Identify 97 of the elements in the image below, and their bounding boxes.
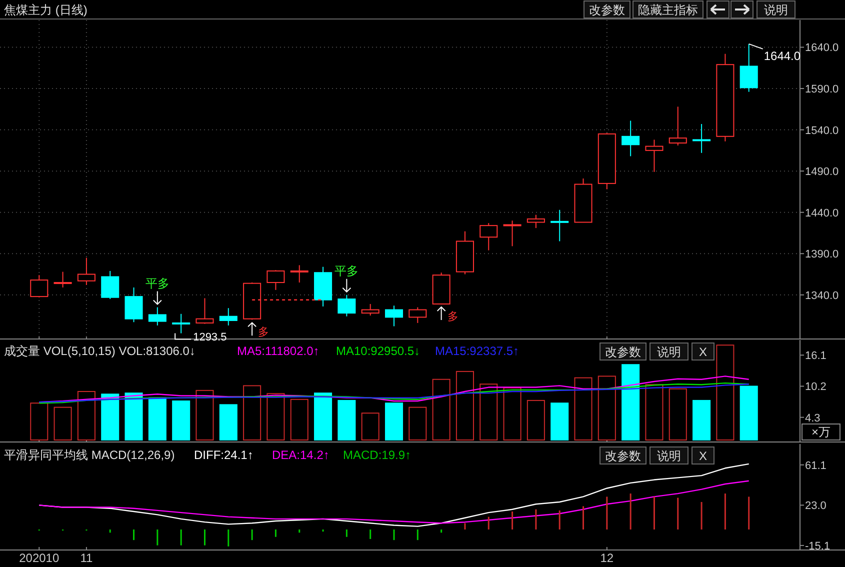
candlestick	[338, 294, 356, 317]
candlestick	[503, 220, 522, 247]
candlestick	[124, 286, 143, 323]
candlestick	[740, 43, 758, 92]
y-tick-label: 1640.0	[805, 42, 839, 54]
candlestick	[526, 214, 545, 229]
y-tick-label: 61.1	[805, 460, 826, 472]
chart-title: 成交量 VOL(5,10,15) VOL:81306.0↓	[4, 344, 196, 358]
annotation: 改参数	[605, 345, 641, 359]
text: 1644.0	[764, 48, 801, 63]
bar	[196, 390, 214, 440]
bar	[219, 404, 238, 440]
annotation: 1293.5	[193, 331, 227, 344]
candlestick	[290, 264, 308, 284]
bar	[668, 388, 687, 440]
bar	[101, 394, 120, 440]
candlestick	[101, 270, 120, 300]
y-tick-label: 10.2	[805, 381, 826, 394]
annotation: 说明	[657, 449, 681, 463]
y-tick-label: 1390.0	[805, 248, 839, 261]
bar	[432, 378, 450, 440]
candlestick	[266, 270, 285, 290]
y-tick-label: 1490.0	[805, 166, 839, 178]
text: DIFF:24.1↑	[194, 448, 254, 462]
text: MA10:92950.5↓	[336, 344, 420, 358]
line-series	[38, 480, 750, 524]
text: DEA:14.2↑	[272, 448, 330, 462]
bar	[598, 376, 616, 440]
bar	[30, 402, 48, 440]
text: MACD:19.9↑	[343, 448, 412, 462]
bar	[740, 386, 758, 440]
annotation: 多	[258, 326, 270, 339]
y-tick-label: 23.0	[805, 500, 826, 512]
bar	[361, 412, 380, 440]
y-tick-label: 1440.0	[805, 207, 839, 220]
bar	[314, 392, 332, 440]
bar	[716, 344, 734, 440]
text: MA15:92337.5↑	[435, 344, 520, 358]
bar	[692, 400, 711, 440]
annotation: 平多	[334, 264, 359, 278]
candlestick	[622, 120, 640, 157]
candlestick	[384, 305, 404, 327]
chart-title: 焦煤主力 (日线)	[4, 3, 88, 17]
candlestick	[172, 313, 190, 334]
text: 隐藏主指标	[638, 3, 698, 17]
annotation: 说明	[657, 345, 681, 359]
bar	[456, 370, 474, 440]
annotation: X	[698, 345, 708, 359]
bar	[550, 402, 569, 440]
bar	[645, 384, 664, 440]
y-tick-label: 16.1	[805, 350, 826, 362]
annotation: X	[698, 449, 708, 463]
bar	[266, 393, 285, 440]
candlestick	[196, 298, 214, 324]
candlestick	[54, 271, 72, 288]
candlestick	[668, 106, 687, 146]
y-tick-label: 1340.0	[805, 290, 839, 302]
bar	[243, 385, 262, 440]
x-tick-label: 11	[80, 551, 94, 565]
text: 说明	[764, 3, 788, 17]
y-tick-label: 1590.0	[805, 84, 839, 96]
candlestick	[550, 209, 569, 242]
candlestick	[148, 306, 166, 326]
y-tick-label: -15.1	[805, 540, 830, 552]
x-tick-label: 12	[600, 551, 614, 565]
bar	[290, 398, 308, 440]
candlestick	[692, 124, 711, 154]
bar	[148, 397, 166, 440]
candlestick	[77, 257, 96, 286]
bar	[526, 400, 545, 440]
bar	[124, 392, 143, 440]
bar	[172, 400, 190, 440]
annotation: 平多	[145, 276, 170, 290]
y-tick-label: 1540.0	[805, 124, 839, 137]
bar	[574, 377, 592, 440]
candlestick	[480, 222, 498, 251]
candlestick	[219, 308, 238, 326]
bar	[338, 400, 356, 440]
y-tick-label: 4.3	[805, 412, 820, 424]
bar	[480, 384, 498, 440]
bar	[503, 387, 522, 440]
bar	[622, 364, 640, 440]
candlestick	[408, 306, 427, 324]
annotation: 多	[447, 310, 458, 323]
bar	[54, 406, 72, 440]
annotation: 改参数	[605, 449, 641, 463]
x-tick-label: 202010	[19, 551, 60, 565]
text: MA5:111802.0↑	[237, 344, 320, 358]
bar	[408, 406, 427, 440]
bar	[77, 391, 96, 440]
candlestick	[30, 274, 48, 298]
text: 改参数	[589, 3, 625, 17]
candlestick	[361, 303, 380, 316]
chart-title: 平滑异同平均线 MACD(12,26,9)	[4, 448, 175, 462]
unit-label: ×万	[802, 424, 840, 440]
candlestick	[645, 139, 664, 172]
bar	[384, 402, 404, 440]
